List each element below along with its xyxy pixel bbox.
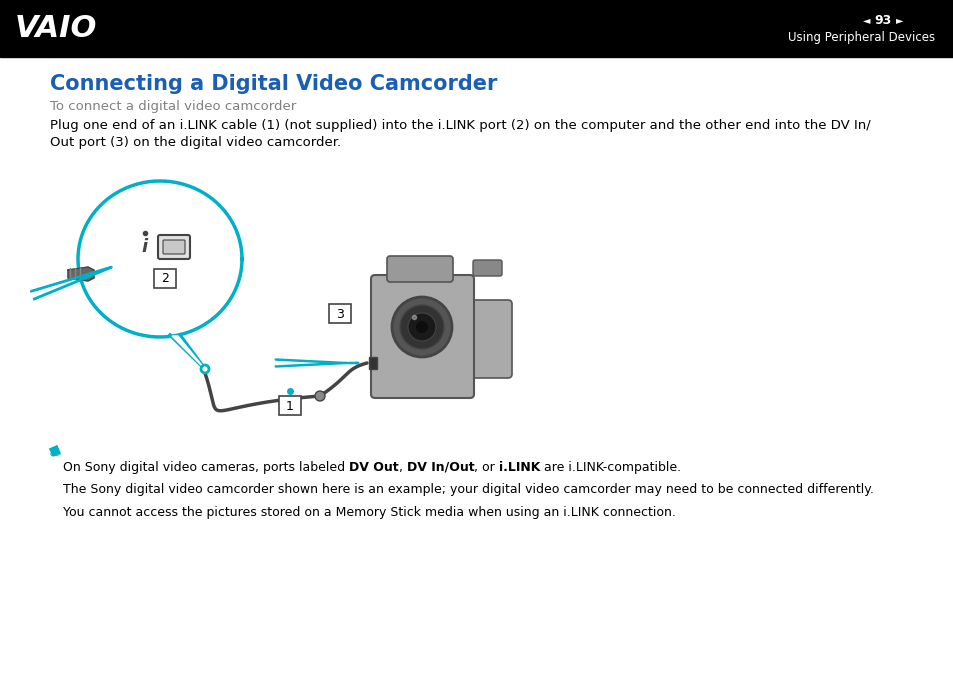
- Text: 3: 3: [335, 307, 344, 321]
- FancyBboxPatch shape: [371, 275, 474, 398]
- Text: Using Peripheral Devices: Using Peripheral Devices: [787, 32, 934, 44]
- Circle shape: [399, 305, 443, 349]
- Text: ►: ►: [895, 15, 902, 25]
- Text: ✏: ✏: [50, 448, 62, 462]
- Text: i.LINK: i.LINK: [498, 461, 540, 474]
- Text: DV Out: DV Out: [349, 461, 398, 474]
- Text: 2: 2: [161, 272, 169, 284]
- Text: , or: , or: [474, 461, 498, 474]
- Text: DV In/Out: DV In/Out: [406, 461, 474, 474]
- Bar: [0, 0, 953, 57]
- Text: 1: 1: [286, 400, 294, 412]
- Polygon shape: [50, 446, 60, 456]
- FancyBboxPatch shape: [278, 396, 301, 415]
- Text: To connect a digital video camcorder: To connect a digital video camcorder: [50, 100, 296, 113]
- Polygon shape: [172, 336, 205, 369]
- Text: VAIO: VAIO: [15, 14, 97, 43]
- FancyBboxPatch shape: [473, 260, 501, 276]
- Text: The Sony digital video camcorder shown here is an example; your digital video ca: The Sony digital video camcorder shown h…: [63, 483, 873, 496]
- Text: ◄: ◄: [862, 15, 869, 25]
- Text: Plug one end of an i.LINK cable (1) (not supplied) into the i.LINK port (2) on t: Plug one end of an i.LINK cable (1) (not…: [50, 119, 870, 132]
- Text: 93: 93: [874, 13, 891, 26]
- FancyBboxPatch shape: [463, 300, 512, 378]
- Text: Out port (3) on the digital video camcorder.: Out port (3) on the digital video camcor…: [50, 136, 341, 149]
- Circle shape: [416, 321, 428, 333]
- Text: You cannot access the pictures stored on a Memory Stick media when using an i.LI: You cannot access the pictures stored on…: [63, 506, 675, 519]
- FancyBboxPatch shape: [369, 357, 376, 369]
- FancyBboxPatch shape: [163, 240, 185, 254]
- FancyBboxPatch shape: [153, 269, 175, 288]
- Text: i: i: [142, 238, 148, 256]
- FancyBboxPatch shape: [158, 235, 190, 259]
- Circle shape: [408, 313, 436, 341]
- Circle shape: [314, 391, 325, 401]
- Circle shape: [201, 365, 209, 373]
- Text: On Sony digital video cameras, ports labeled: On Sony digital video cameras, ports lab…: [63, 461, 349, 474]
- FancyBboxPatch shape: [329, 304, 351, 323]
- Text: ,: ,: [398, 461, 406, 474]
- Text: are i.LINK-compatible.: are i.LINK-compatible.: [540, 461, 680, 474]
- FancyBboxPatch shape: [387, 256, 453, 282]
- Text: Connecting a Digital Video Camcorder: Connecting a Digital Video Camcorder: [50, 74, 497, 94]
- Circle shape: [392, 297, 452, 357]
- Polygon shape: [68, 267, 94, 281]
